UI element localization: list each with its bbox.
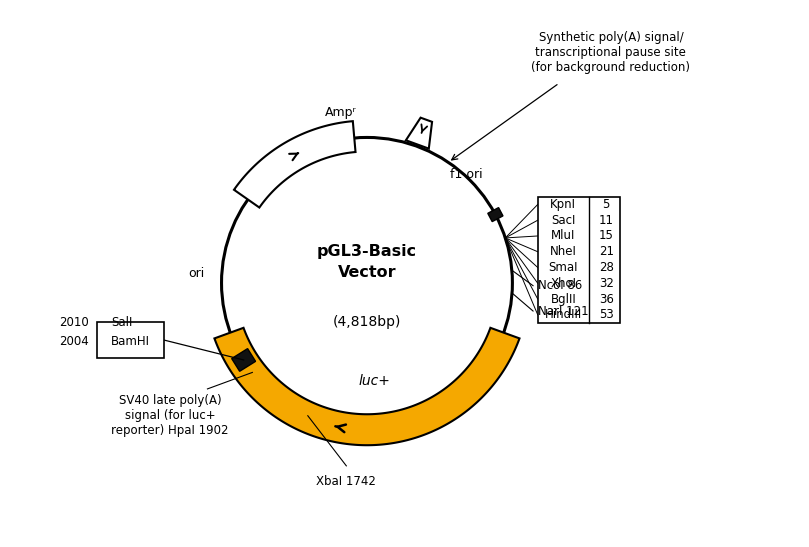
Text: SmaI: SmaI: [549, 261, 578, 274]
Text: 5: 5: [603, 198, 610, 211]
Text: HindIII: HindIII: [544, 309, 582, 321]
Text: 53: 53: [599, 309, 613, 321]
Text: 28: 28: [599, 261, 614, 274]
Text: Synthetic poly(A) signal/
transcriptional pause site
(for background reduction): Synthetic poly(A) signal/ transcriptiona…: [532, 31, 690, 74]
Polygon shape: [234, 121, 355, 207]
Bar: [97, 322, 164, 358]
Text: 2010
2004: 2010 2004: [60, 316, 89, 348]
Text: 11: 11: [599, 214, 614, 226]
Text: 15: 15: [599, 230, 614, 242]
Text: NcoI 86: NcoI 86: [538, 279, 582, 292]
Text: XhoI: XhoI: [550, 277, 576, 290]
Bar: [538, 196, 621, 323]
Text: 36: 36: [599, 293, 614, 306]
Text: KpnI: KpnI: [550, 198, 576, 211]
Polygon shape: [231, 348, 256, 371]
Text: 21: 21: [599, 245, 614, 258]
Text: NarI 121: NarI 121: [538, 305, 588, 317]
Text: SalI
BamHI: SalI BamHI: [111, 316, 150, 348]
Text: pGL3-Basic
Vector: pGL3-Basic Vector: [317, 245, 417, 280]
Text: luc+: luc+: [358, 374, 391, 388]
Text: 32: 32: [599, 277, 614, 290]
Text: MluI: MluI: [551, 230, 575, 242]
Text: XbaI 1742: XbaI 1742: [316, 475, 376, 488]
Polygon shape: [214, 328, 519, 445]
Text: ori: ori: [188, 267, 205, 280]
Text: f1 ori: f1 ori: [450, 168, 482, 182]
Text: SV40 late poly(A)
signal (for luc+
reporter) HpaI 1902: SV40 late poly(A) signal (for luc+ repor…: [111, 394, 229, 437]
Polygon shape: [406, 118, 432, 149]
Polygon shape: [488, 208, 503, 222]
Text: (4,818bp): (4,818bp): [332, 315, 401, 329]
Text: SacI: SacI: [551, 214, 575, 226]
Text: Ampʳ: Ampʳ: [325, 106, 357, 119]
Text: BglII: BglII: [550, 293, 576, 306]
Text: NheI: NheI: [550, 245, 577, 258]
